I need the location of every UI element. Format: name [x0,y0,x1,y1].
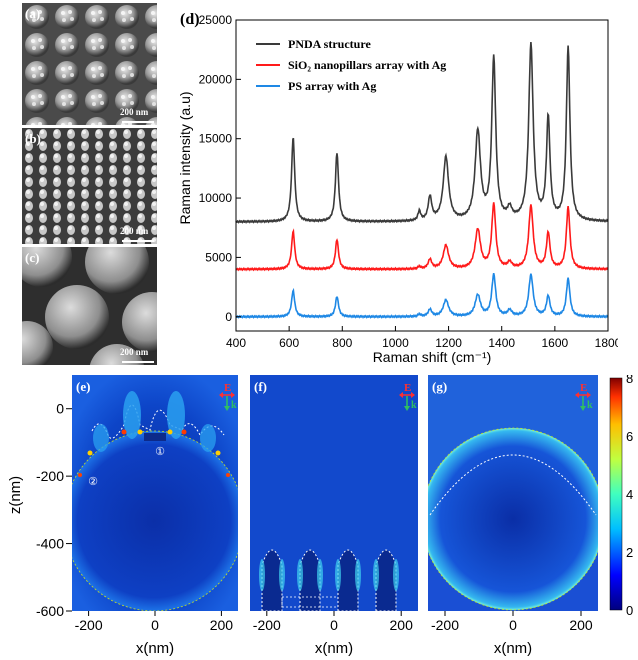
e-field-label: E [224,382,231,394]
sem-image-a: (a) 200 nm [22,3,157,125]
field-y-tick-label: -400 [36,536,64,552]
x-tick-label: 1000 [382,336,409,350]
colorbar-tick-label: 0 [626,603,633,618]
panel-label-g: (g) [432,379,447,394]
e-field-label: E [404,382,411,394]
field-x-tick-label: -200 [431,617,459,633]
colorbar-tick-label: 6 [626,429,633,444]
scale-bar-c [122,361,154,363]
scale-bar-b [122,240,154,242]
x-tick-label: 1600 [542,336,569,350]
panel-label-f: (f) [254,379,267,394]
field-map-f [250,375,418,611]
sem-texture-a [22,3,157,125]
y-axis-label: Raman intensity (a.u) [177,91,193,224]
field-x-tick-label: 0 [330,617,338,633]
y-tick-label: 25000 [199,13,233,27]
legend-label-1: SiO₂ nanopillars array with Ag [288,58,446,72]
sem-texture-c [22,247,157,365]
y-tick-label: 10000 [199,191,233,205]
e-arrowhead-icon [399,392,415,398]
colorbar-tick-label: 4 [626,487,633,502]
field-y-tick-label: -600 [36,603,64,619]
panel-label-b: (b) [25,131,41,146]
k-vector-label: k [587,400,593,411]
series-line-0 [235,42,609,225]
k-vector-label: k [231,400,237,411]
scale-bar-label-b: 200 nm [120,226,149,236]
field-x-tick-label: 200 [569,617,593,633]
colorbar-tick-label: 2 [626,545,633,560]
legend-label-0: PNDA structure [288,37,371,51]
scale-bar-label-c: 200 nm [120,347,149,357]
series-line-2 [235,273,609,320]
legend-label-2: PS array with Ag [288,79,376,93]
legend: PNDA structure SiO₂ nanopillars array wit… [256,37,446,93]
marker-2: ② [88,476,98,488]
sem-image-b: (b) 200 nm [22,128,157,244]
field-x-tick-label: 0 [151,617,159,633]
field-x-axis-label-2: x(nm) [494,640,532,657]
x-tick-label: 800 [332,336,352,350]
x-tick-label: 400 [226,336,246,350]
scale-bar-a [122,121,154,123]
y-tick-label: 20000 [199,72,233,86]
field-map-e [72,375,238,611]
x-tick-label: 600 [279,336,299,350]
panel-label-c: (c) [25,250,40,265]
y-tick-label: 15000 [199,132,233,146]
e-arrowhead-icon [219,392,235,398]
field-x-axis-label-0: x(nm) [136,640,174,657]
e-field-label: E [580,382,587,394]
marker-1: ① [155,446,165,458]
scale-bar-label-a: 200 nm [120,107,149,117]
panel-label-d: (d) [180,11,200,28]
x-tick-label: 1200 [435,336,462,350]
field-x-axis-label-1: x(nm) [315,640,353,657]
sem-image-c: (c) 200 nm [22,247,157,365]
k-vector-label: k [411,400,417,411]
y-tick-label: 5000 [205,250,232,264]
panel-label-a: (a) [25,6,41,21]
x-axis-label: Raman shift (cm⁻¹) [373,349,492,365]
k-arrowhead-icon [404,406,410,411]
colorbar-tick-label: 8 [626,375,633,386]
k-arrowhead-icon [580,406,586,411]
field-x-tick-label: 0 [509,617,517,633]
y-tick-label: 0 [225,310,232,324]
field-x-tick-label: 200 [390,617,414,633]
series-line-1 [235,202,609,272]
plot-frame [235,19,609,332]
field-x-tick-label: 200 [210,617,234,633]
x-tick-label: 1400 [488,336,515,350]
e-arrowhead-icon [575,392,591,398]
field-x-tick-label: -200 [253,617,281,633]
field-x-tick-label: -200 [75,617,103,633]
sem-texture-b [22,128,157,244]
panel-label-e: (e) [76,379,90,394]
field-y-tick-label: 0 [56,401,64,417]
k-arrowhead-icon [224,406,230,411]
field-map-g [428,375,598,611]
colorbar [609,377,623,611]
field-y-axis-label: z(nm) [7,476,24,514]
field-y-tick-label: -200 [36,468,64,484]
